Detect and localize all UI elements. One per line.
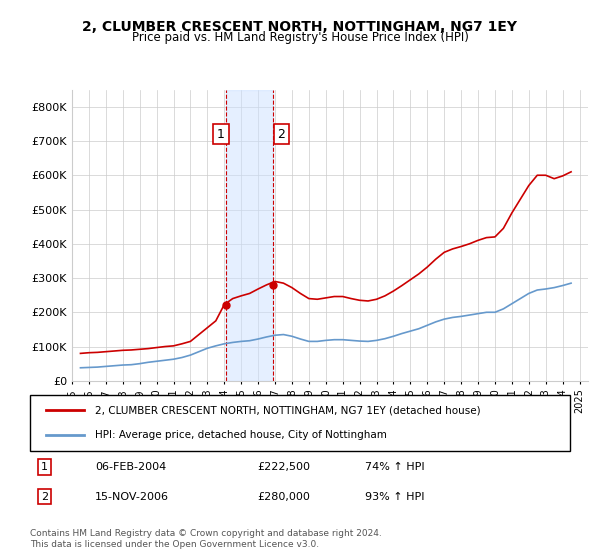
Text: 93% ↑ HPI: 93% ↑ HPI bbox=[365, 492, 424, 502]
Text: 74% ↑ HPI: 74% ↑ HPI bbox=[365, 462, 424, 472]
Text: 2: 2 bbox=[41, 492, 48, 502]
Text: £280,000: £280,000 bbox=[257, 492, 310, 502]
Text: Price paid vs. HM Land Registry's House Price Index (HPI): Price paid vs. HM Land Registry's House … bbox=[131, 31, 469, 44]
FancyBboxPatch shape bbox=[30, 395, 570, 451]
Text: 15-NOV-2006: 15-NOV-2006 bbox=[95, 492, 169, 502]
Text: 2: 2 bbox=[278, 128, 286, 141]
Bar bbox=[226, 90, 273, 381]
Text: Contains HM Land Registry data © Crown copyright and database right 2024.
This d: Contains HM Land Registry data © Crown c… bbox=[30, 529, 382, 549]
Text: £222,500: £222,500 bbox=[257, 462, 310, 472]
Text: 1: 1 bbox=[41, 462, 48, 472]
Text: 1: 1 bbox=[217, 128, 225, 141]
Text: 2, CLUMBER CRESCENT NORTH, NOTTINGHAM, NG7 1EY: 2, CLUMBER CRESCENT NORTH, NOTTINGHAM, N… bbox=[83, 20, 517, 34]
Text: HPI: Average price, detached house, City of Nottingham: HPI: Average price, detached house, City… bbox=[95, 430, 386, 440]
Text: 06-FEB-2004: 06-FEB-2004 bbox=[95, 462, 166, 472]
Text: 2, CLUMBER CRESCENT NORTH, NOTTINGHAM, NG7 1EY (detached house): 2, CLUMBER CRESCENT NORTH, NOTTINGHAM, N… bbox=[95, 405, 481, 416]
